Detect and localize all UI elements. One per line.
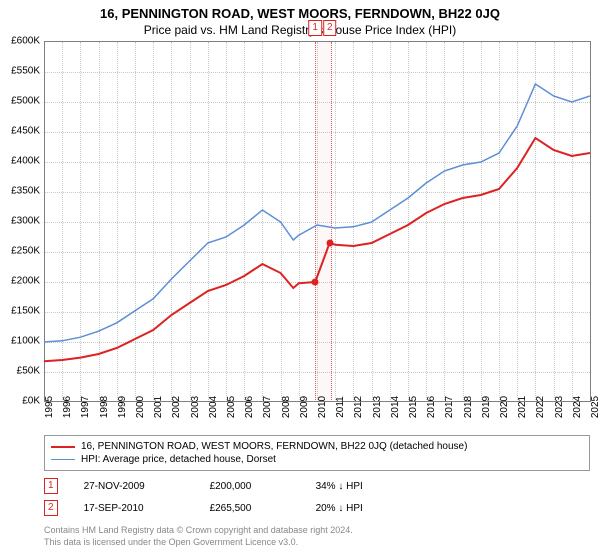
marker-dot — [312, 279, 319, 286]
ytick-label: £150K — [11, 306, 40, 317]
transaction-tag: 1 — [44, 478, 58, 494]
xtick-label: 2006 — [244, 396, 255, 418]
transaction-price: £200,000 — [210, 481, 290, 492]
ytick-label: £550K — [11, 66, 40, 77]
xtick-label: 2003 — [190, 396, 201, 418]
series-property — [44, 138, 590, 361]
xtick-label: 2011 — [335, 396, 346, 418]
xtick-label: 2016 — [426, 396, 437, 418]
transaction-diff: 34% ↓ HPI — [316, 481, 406, 492]
xtick-label: 2004 — [208, 396, 219, 418]
xtick-label: 1999 — [117, 396, 128, 418]
legend-label: HPI: Average price, detached house, Dors… — [81, 454, 276, 465]
xtick-label: 2010 — [317, 396, 328, 418]
plot-region: 12 — [44, 41, 591, 402]
xtick-label: 2012 — [353, 396, 364, 418]
legend-label: 16, PENNINGTON ROAD, WEST MOORS, FERNDOW… — [81, 441, 467, 452]
xtick-label: 2017 — [444, 396, 455, 418]
xtick-label: 1997 — [80, 396, 91, 418]
chart-area: 12 £0K£50K£100K£150K£200K£250K£300K£350K… — [44, 41, 590, 401]
ytick-label: £500K — [11, 96, 40, 107]
xtick-label: 2018 — [463, 396, 474, 418]
xtick-label: 2002 — [171, 396, 182, 418]
ytick-label: £200K — [11, 276, 40, 287]
transaction-row: 1 27-NOV-2009 £200,000 34% ↓ HPI — [44, 475, 590, 497]
legend-row: HPI: Average price, detached house, Dors… — [51, 453, 583, 466]
transaction-row: 2 17-SEP-2010 £265,500 20% ↓ HPI — [44, 497, 590, 519]
legend-swatch — [51, 459, 75, 460]
xtick-label: 2008 — [281, 396, 292, 418]
xtick-label: 2014 — [390, 396, 401, 418]
ytick-label: £450K — [11, 126, 40, 137]
ytick-label: £400K — [11, 156, 40, 167]
ytick-label: £300K — [11, 216, 40, 227]
footer-line-1: Contains HM Land Registry data © Crown c… — [44, 525, 590, 537]
xtick-label: 2023 — [554, 396, 565, 418]
transaction-date: 27-NOV-2009 — [84, 481, 184, 492]
xtick-label: 2024 — [572, 396, 583, 418]
ytick-label: £350K — [11, 186, 40, 197]
line-layer — [44, 42, 590, 402]
marker-tag: 1 — [308, 20, 322, 36]
series-hpi — [44, 84, 590, 342]
xtick-label: 2013 — [372, 396, 383, 418]
legend-row: 16, PENNINGTON ROAD, WEST MOORS, FERNDOW… — [51, 440, 583, 453]
xtick-label: 2005 — [226, 396, 237, 418]
chart-title: 16, PENNINGTON ROAD, WEST MOORS, FERNDOW… — [0, 0, 600, 21]
xtick-label: 2019 — [481, 396, 492, 418]
footer-line-2: This data is licensed under the Open Gov… — [44, 537, 590, 549]
legend-swatch — [51, 446, 75, 448]
footer-attribution: Contains HM Land Registry data © Crown c… — [44, 525, 590, 548]
ytick-label: £600K — [11, 36, 40, 47]
ytick-label: £0K — [22, 396, 40, 407]
transaction-tag: 2 — [44, 500, 58, 516]
transaction-price: £265,500 — [210, 503, 290, 514]
marker-dot — [326, 239, 333, 246]
xtick-label: 2000 — [135, 396, 146, 418]
ytick-label: £100K — [11, 336, 40, 347]
ytick-label: £250K — [11, 246, 40, 257]
marker-tag: 2 — [323, 20, 337, 36]
chart-subtitle: Price paid vs. HM Land Registry's House … — [0, 21, 600, 41]
xtick-label: 2025 — [590, 396, 600, 418]
xtick-label: 2001 — [153, 396, 164, 418]
xtick-label: 2022 — [535, 396, 546, 418]
transaction-diff: 20% ↓ HPI — [316, 503, 406, 514]
xtick-label: 2007 — [262, 396, 273, 418]
xtick-label: 1996 — [62, 396, 73, 418]
xtick-label: 2009 — [299, 396, 310, 418]
xtick-label: 1998 — [99, 396, 110, 418]
transaction-date: 17-SEP-2010 — [84, 503, 184, 514]
ytick-label: £50K — [17, 366, 40, 377]
xtick-label: 1995 — [44, 396, 55, 418]
legend: 16, PENNINGTON ROAD, WEST MOORS, FERNDOW… — [44, 435, 590, 471]
xtick-label: 2015 — [408, 396, 419, 418]
xtick-label: 2021 — [517, 396, 528, 418]
xtick-label: 2020 — [499, 396, 510, 418]
transactions-table: 1 27-NOV-2009 £200,000 34% ↓ HPI 2 17-SEP-201… — [44, 475, 590, 519]
